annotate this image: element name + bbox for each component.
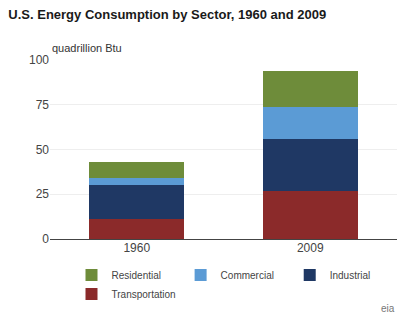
svg-text:75: 75 — [36, 98, 50, 112]
svg-text:Commercial: Commercial — [221, 270, 274, 281]
svg-text:Industrial: Industrial — [330, 270, 371, 281]
svg-text:eia: eia — [381, 303, 395, 314]
svg-text:50: 50 — [36, 143, 50, 157]
svg-text:quadrillion Btu: quadrillion Btu — [52, 42, 122, 54]
svg-text:1960: 1960 — [123, 241, 150, 255]
svg-text:0: 0 — [42, 232, 49, 246]
svg-text:U.S. Energy Consumption by Sec: U.S. Energy Consumption by Sector, 1960 … — [8, 7, 326, 22]
svg-text:100: 100 — [29, 53, 49, 67]
svg-text:Residential: Residential — [112, 270, 161, 281]
svg-text:2009: 2009 — [297, 241, 324, 255]
svg-text:25: 25 — [36, 187, 50, 201]
svg-text:Transportation: Transportation — [112, 289, 176, 300]
